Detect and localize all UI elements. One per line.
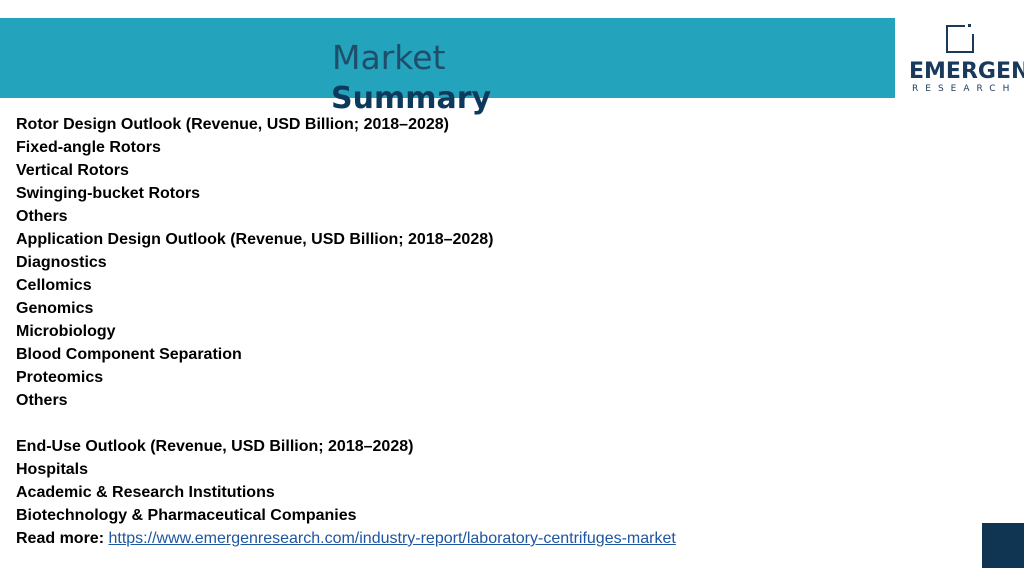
market-summary-content: Rotor Design Outlook (Revenue, USD Billi… xyxy=(16,113,916,550)
square-frame-icon xyxy=(946,24,975,53)
list-item: Others xyxy=(16,208,68,225)
corner-decoration xyxy=(982,523,1024,568)
list-item: Hospitals xyxy=(16,461,89,478)
logo-subtitle: RESEARCH xyxy=(912,84,1017,94)
list-item: Blood Component Separation xyxy=(16,346,242,363)
page-title-line2: Summary xyxy=(331,81,492,116)
list-item: Vertical Rotors xyxy=(16,162,129,179)
read-more-link[interactable]: https://www.emergenresearch.com/industry… xyxy=(108,530,676,547)
read-more-label: Read more: xyxy=(16,530,105,547)
logo-wordmark: EMERGEN xyxy=(909,59,1024,84)
emergen-logo: EMERGEN RESEARCH xyxy=(905,20,1024,100)
page-title-line1: Market xyxy=(332,38,446,77)
list-item: Others xyxy=(16,392,68,409)
read-more: Read more: https://www.emergenresearch.c… xyxy=(16,527,916,550)
list-item: Microbiology xyxy=(16,323,116,340)
list-item: Diagnostics xyxy=(16,254,107,271)
header-band xyxy=(0,18,895,98)
list-item: Academic & Research Institutions xyxy=(16,484,275,501)
list-item: Biotechnology & Pharmaceutical Companies xyxy=(16,507,357,524)
list-item: Cellomics xyxy=(16,277,92,294)
section-heading: Application Design Outlook (Revenue, USD… xyxy=(16,231,494,248)
list-item: Fixed-angle Rotors xyxy=(16,139,161,156)
section-heading: Rotor Design Outlook (Revenue, USD Billi… xyxy=(16,116,449,133)
section-heading: End-Use Outlook (Revenue, USD Billion; 2… xyxy=(16,438,414,455)
list-item: Genomics xyxy=(16,300,94,317)
spacer xyxy=(16,412,916,435)
list-item: Swinging-bucket Rotors xyxy=(16,185,200,202)
list-item: Proteomics xyxy=(16,369,104,386)
